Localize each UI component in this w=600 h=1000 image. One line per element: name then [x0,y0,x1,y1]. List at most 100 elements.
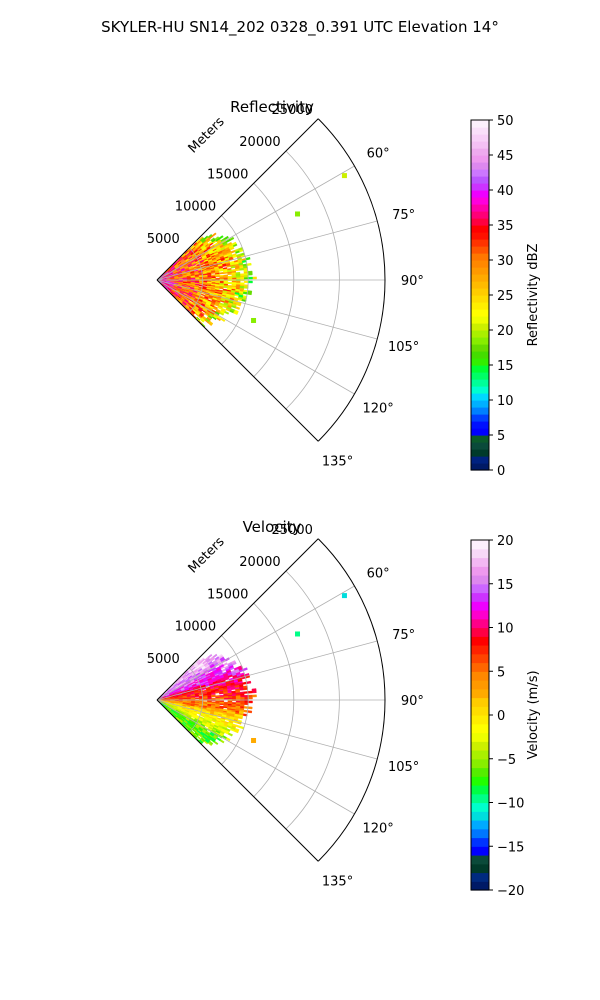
colorbar-swatch [471,837,489,847]
radial-tick-label: 25000 [272,523,313,538]
colorbar-swatch [471,449,489,457]
colorbar-swatch [471,253,489,261]
azimuth-tick-label: 75° [392,208,415,223]
colorbar-swatch [471,365,489,373]
colorbar-swatch [471,855,489,865]
radial-tick-label: 20000 [239,555,280,570]
azimuth-spoke [156,699,378,760]
colorbar-swatch [471,302,489,310]
colorbar-swatch [471,288,489,296]
colorbar-swatch [471,239,489,247]
radial-tick-label: 5000 [147,232,180,247]
colorbar-swatch [471,155,489,163]
colorbar-tick-label: 10 [497,622,514,637]
azimuth-spoke [156,585,355,701]
colorbar-swatch [471,767,489,777]
colorbar-swatch [471,274,489,282]
colorbar-tick-label: 45 [497,149,514,164]
colorbar-tick-label: 0 [497,464,505,479]
figure-title: SKYLER-HU SN14_202 0328_0.391 UTC Elevat… [101,18,499,37]
isolated-echo-cell [341,173,347,179]
colorbar-swatch [471,176,489,184]
colorbar-tick-label: −15 [497,840,524,855]
colorbar-swatch [471,566,489,576]
colorbar-swatch [471,557,489,567]
colorbar-swatch [471,435,489,443]
colorbar-swatch [471,407,489,415]
colorbar-swatch [471,601,489,611]
isolated-echo-cell [251,737,257,743]
colorbar-swatch [471,723,489,734]
colorbar-swatch [471,846,489,856]
colorbar-tick-label: 5 [497,665,505,680]
echo-field [157,593,347,747]
colorbar-swatch [471,456,489,464]
colorbar-swatch [471,706,489,716]
azimuth-spoke [156,279,355,395]
colorbar-swatch [471,120,489,128]
colorbar-tick-label: 20 [497,324,514,339]
polar-grid [156,150,385,410]
azimuth-tick-label: 60° [367,146,390,161]
polar-frame [156,118,386,442]
colorbar-tick-label: 15 [497,359,514,374]
radial-axis-label: Meters [186,534,228,576]
colorbar-swatch [471,141,489,149]
azimuth-tick-label: 90° [401,694,424,709]
sector-outer-arc [317,538,386,862]
sector-outer-arc [317,118,386,442]
colorbar-tick-label: 50 [497,114,514,129]
colorbar-swatch [471,592,489,602]
colorbar-swatch [471,400,489,408]
radial-tick-label: 25000 [272,103,313,118]
radial-tick-label: 20000 [239,135,280,150]
colorbar-swatch [471,246,489,254]
colorbar: −20 −15 −10 −5 0 5 10 15 20 Velocity (m/s) [470,534,541,899]
colorbar-swatch [471,148,489,156]
colorbar-tick-label: 25 [497,289,514,304]
colorbar-swatch [471,267,489,275]
colorbar-swatch [471,232,489,240]
echo-gate [160,702,222,744]
colorbar-swatch [471,295,489,303]
colorbar-tick-label: −10 [497,797,524,812]
azimuth-tick-label: 75° [392,628,415,643]
isolated-echo-cell [341,593,347,599]
colorbar-swatch [471,671,489,681]
colorbar-swatch [471,785,489,795]
azimuth-tick-label: 90° [401,274,424,289]
colorbar-swatch [471,316,489,324]
colorbar-swatch [471,134,489,142]
colorbar-swatch [471,680,489,690]
colorbar-swatch [471,309,489,317]
colorbar-swatch [471,323,489,331]
colorbar-swatch [471,662,489,672]
azimuth-tick-label: 60° [367,566,390,581]
colorbar-swatch [471,281,489,289]
colorbar-swatch [471,793,489,804]
colorbar-swatch [471,372,489,380]
colorbar-swatch [471,183,489,191]
colorbar-swatch [471,653,489,664]
colorbar-label: Velocity (m/s) [526,670,541,759]
colorbar-swatch [471,351,489,359]
azimuth-tick-label: 135° [322,875,353,890]
colorbar-swatch [471,344,489,352]
reflectivity-panel: Reflectivity 5000 10000 15000 20000 25000 Mete… [147,98,541,479]
colorbar-swatch [471,758,489,769]
colorbar-swatch [471,627,489,637]
colorbar-swatch [471,169,489,177]
colorbar-swatch [471,741,489,751]
colorbar-swatch [471,575,489,585]
colorbar-swatch [471,358,489,366]
azimuth-spoke [156,165,355,281]
azimuth-spoke [156,699,355,815]
radial-tick-label: 10000 [175,620,216,635]
colorbar-swatch [471,463,489,471]
azimuth-spoke [156,220,378,281]
sector-edge-south [156,279,319,442]
colorbar-swatch [471,421,489,429]
panel-title: Velocity [243,518,302,536]
isolated-echo-cell [295,211,301,217]
